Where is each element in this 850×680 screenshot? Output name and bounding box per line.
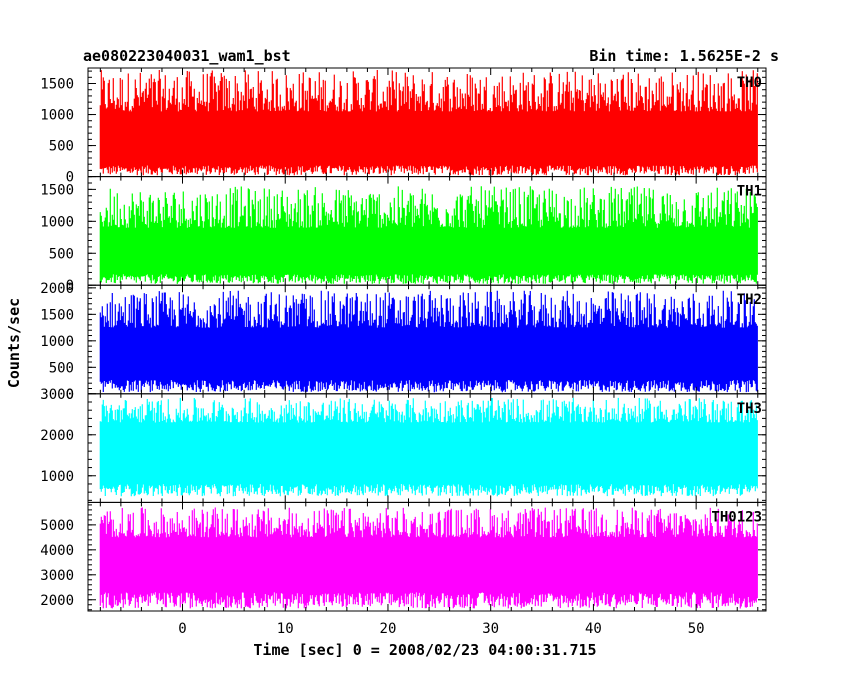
y-tick-label: 0 [66, 170, 74, 186]
panel-th2: 0 500 1000 1500 2000 TH2 [40, 281, 767, 403]
y-tick-label: 0 [66, 387, 74, 403]
x-tick-label: 20 [380, 621, 397, 637]
y-tick-label: 1000 [40, 108, 74, 124]
panel-th1: 0 500 1000 1500 TH1 [40, 176, 767, 294]
series-th1 [99, 186, 758, 284]
y-tick-label: 500 [49, 139, 74, 155]
x-tick-label: 0 [178, 621, 186, 637]
y-tick-label: 4000 [40, 543, 74, 559]
panel-label: TH3 [737, 401, 762, 417]
y-tick-label: 0 [66, 278, 74, 294]
x-tick-label: 50 [688, 621, 705, 637]
y-tick-label: 5000 [40, 518, 74, 534]
y-tick-label: 1500 [40, 77, 74, 93]
panel-label: TH0 [737, 75, 762, 91]
panel-label: TH0123 [711, 509, 762, 525]
panel-th3: 1000 2000 3000 TH3 [40, 387, 767, 503]
y-tick-label: 500 [49, 360, 74, 376]
y-tick-label: 2000 [40, 428, 74, 444]
panel-frame [87, 501, 767, 612]
y-tick-label: 3000 [40, 387, 74, 403]
y-tick-label: 1000 [40, 334, 74, 350]
y-tick-label: 1500 [40, 182, 74, 198]
series-th0 [99, 70, 758, 176]
chart-title-right: Bin time: 1.5625E-2 s [589, 47, 779, 65]
y-tick-label: 2000 [40, 281, 74, 297]
y-tick-label: 3000 [40, 568, 74, 584]
panel-label: TH2 [737, 292, 762, 308]
x-tick-label: 10 [277, 621, 294, 637]
y-tick-label: 1000 [40, 469, 74, 485]
x-tick-label: 40 [585, 621, 602, 637]
x-tick-label: 30 [482, 621, 499, 637]
series-th0123 [99, 507, 758, 609]
panel-label: TH1 [737, 184, 762, 200]
panel-th0: 0 500 1000 1500 TH0 [40, 67, 767, 186]
y-tick-label: 500 [49, 246, 74, 262]
x-axis-label: Time [sec] 0 = 2008/02/23 04:00:31.715 [253, 641, 596, 659]
y-tick-label: 1000 [40, 214, 74, 230]
y-tick-label: 1500 [40, 307, 74, 323]
chart-title-left: ae080223040031_wam1_bst [83, 47, 291, 65]
series-th3 [99, 397, 758, 497]
series-th2 [99, 290, 758, 393]
y-axis-label: Counts/sec [5, 298, 23, 388]
y-tick-label: 2000 [40, 593, 74, 609]
panel-th0123: 2000 3000 4000 5000 TH0123 [40, 501, 767, 612]
